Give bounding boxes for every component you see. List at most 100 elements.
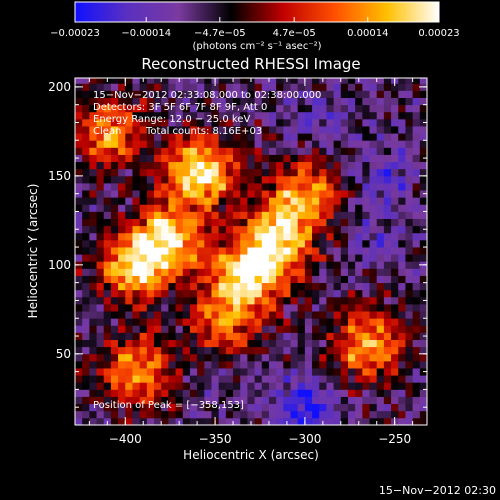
heatmap-cell <box>362 268 370 276</box>
heatmap-cell <box>333 97 342 106</box>
heatmap-cell <box>405 154 414 163</box>
heatmap-cell <box>218 261 227 269</box>
heatmap-cell <box>110 204 119 212</box>
heatmap-cell <box>405 104 414 113</box>
heatmap-cell <box>412 396 421 405</box>
heatmap-cell <box>247 268 255 276</box>
heatmap-cell <box>405 78 414 84</box>
heatmap-cell <box>189 332 198 340</box>
heatmap-cell <box>233 175 241 184</box>
colorbar-tick-label: −4.7e−05 <box>194 28 246 39</box>
heatmap-cell <box>89 282 97 291</box>
heatmap-cell <box>139 375 148 383</box>
heatmap-cell <box>268 126 277 134</box>
heatmap-cell <box>89 275 97 284</box>
heatmap-cell <box>118 97 126 106</box>
heatmap-cell <box>283 318 291 326</box>
heatmap-cell <box>197 318 205 326</box>
heatmap-cell <box>376 147 385 155</box>
heatmap-cell <box>154 239 162 248</box>
heatmap-cell <box>182 368 191 376</box>
heatmap-cell <box>340 90 349 98</box>
heatmap-cell <box>225 417 234 425</box>
heatmap-cell <box>319 346 327 355</box>
heatmap-cell <box>340 126 349 134</box>
heatmap-cell <box>362 204 370 212</box>
heatmap-cell <box>261 311 270 319</box>
heatmap-cell <box>283 275 291 284</box>
heatmap-cell <box>355 325 363 333</box>
heatmap-cell <box>154 389 162 397</box>
heatmap-cell <box>211 154 220 163</box>
heatmap-cell <box>333 126 342 134</box>
heatmap-cell <box>225 389 234 397</box>
heatmap-cell <box>247 197 255 205</box>
heatmap-cell <box>304 403 313 412</box>
heatmap-cell <box>276 289 284 298</box>
heatmap-cell <box>103 410 112 419</box>
heatmap-cell <box>233 239 241 248</box>
heatmap-cell <box>189 133 198 141</box>
heatmap-cell <box>268 161 277 170</box>
heatmap-cell <box>218 147 227 155</box>
heatmap-cell <box>326 147 335 155</box>
heatmap-cell <box>347 78 356 84</box>
heatmap-cell <box>412 140 421 148</box>
heatmap-cell <box>398 218 406 227</box>
heatmap-cell <box>247 182 255 191</box>
heatmap-cell <box>82 78 90 84</box>
heatmap-cell <box>132 382 141 390</box>
heatmap-cell <box>340 83 349 91</box>
heatmap-cell <box>132 332 141 340</box>
heatmap-cell <box>261 389 270 397</box>
heatmap-cell <box>103 318 112 326</box>
heatmap-cell <box>333 353 342 362</box>
heatmap-cell <box>175 197 184 205</box>
heatmap-cell <box>168 289 176 298</box>
heatmap-cell <box>312 133 320 141</box>
heatmap-cell <box>154 118 162 127</box>
heatmap-cell <box>225 254 234 262</box>
heatmap-cell <box>182 360 191 369</box>
heatmap-cell <box>139 382 148 390</box>
heatmap-cell <box>333 168 342 177</box>
heatmap-cell <box>189 353 198 362</box>
heatmap-cell <box>347 375 356 383</box>
heatmap-cell <box>218 382 227 390</box>
heatmap-cell <box>362 111 370 120</box>
heatmap-cell <box>233 218 241 227</box>
heatmap-cell <box>391 182 399 191</box>
heatmap-cell <box>225 403 234 412</box>
heatmap-cell <box>240 133 248 141</box>
heatmap-cell <box>268 111 277 120</box>
heatmap-cell <box>132 175 141 184</box>
heatmap-cell <box>132 275 141 284</box>
heatmap-cell <box>154 261 162 269</box>
heatmap-cell <box>326 118 335 127</box>
heatmap-cell <box>347 247 356 255</box>
heatmap-cell <box>254 403 263 412</box>
heatmap-cell <box>225 111 234 120</box>
heatmap-cell <box>189 204 198 212</box>
heatmap-cell <box>103 161 112 170</box>
heatmap-cell <box>261 232 270 241</box>
heatmap-cell <box>276 118 284 127</box>
heatmap-cell <box>211 140 220 148</box>
x-axis-label: Heliocentric X (arcsec) <box>183 448 319 462</box>
heatmap-cell <box>383 417 392 425</box>
heatmap-cell <box>75 90 83 98</box>
heatmap-cell <box>204 389 212 397</box>
heatmap-cell <box>125 239 133 248</box>
heatmap-cell <box>225 339 234 348</box>
heatmap-cell <box>362 303 370 312</box>
heatmap-cell <box>261 303 270 312</box>
heatmap-cell <box>182 247 191 255</box>
heatmap-cell <box>218 332 227 340</box>
heatmap-cell <box>139 318 148 326</box>
heatmap-cell <box>283 104 291 113</box>
heatmap-cell <box>225 332 234 340</box>
heatmap-cell <box>182 389 191 397</box>
heatmap-cell <box>290 382 299 390</box>
heatmap-cell <box>110 254 119 262</box>
heatmap-cell <box>312 147 320 155</box>
